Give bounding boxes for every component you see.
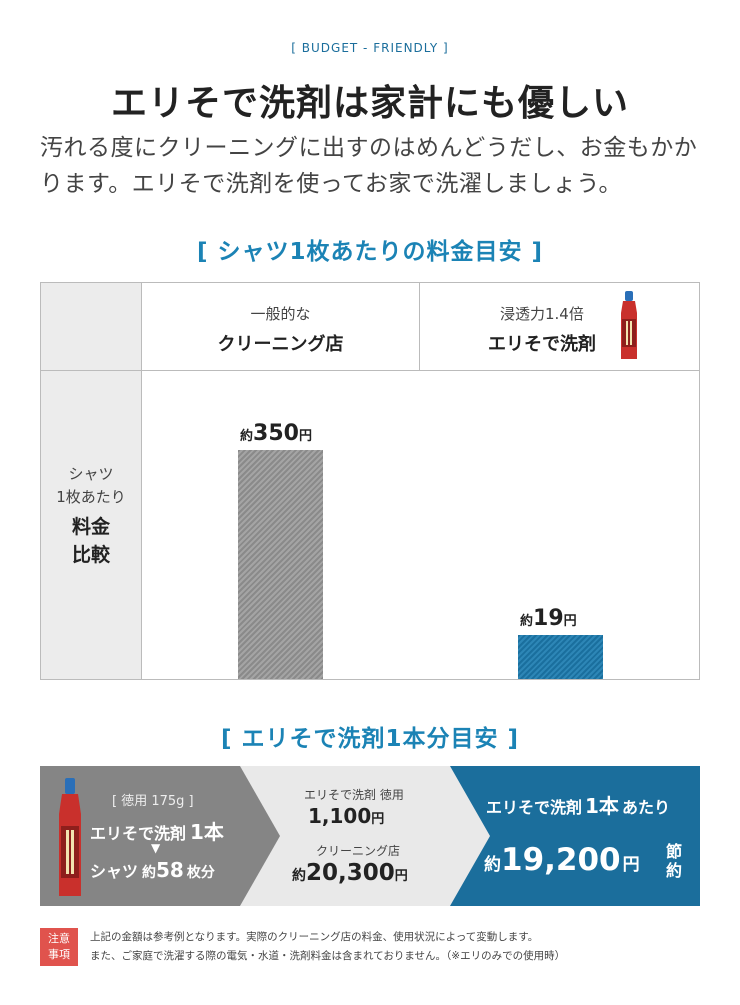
shirts-count: 58 xyxy=(156,858,184,882)
detergent-bottle-icon-large xyxy=(59,778,81,896)
right-heading-qty: 1本 xyxy=(585,794,619,818)
product-line: エリそで洗剤 1本 xyxy=(90,816,224,845)
shirts-label: シャツ xyxy=(90,862,139,881)
price1-unit: 円 xyxy=(298,429,312,444)
shirts-line: シャツ 約58 枚分 xyxy=(90,858,215,882)
row-label-2: 比較 xyxy=(71,544,110,566)
right-heading-product: エリそで洗剤 xyxy=(486,798,583,817)
mid-price-2: 約20,300円 xyxy=(292,860,408,886)
right-heading: エリそで洗剤 1本 あたり xyxy=(486,790,670,819)
row-label-cell: シャツ 1枚あたり 料金 比較 xyxy=(41,371,142,679)
mid-price-1: 1,100円 xyxy=(308,804,384,828)
shirts-unit: 枚分 xyxy=(186,865,215,881)
right-savings: 約19,200 円 xyxy=(484,842,640,878)
lead-paragraph: 汚れる度にクリーニングに出すのはめんどうだし、お金もかか ります。エリそで洗剤を… xyxy=(40,130,705,202)
cleaning-shop-sublabel: 一般的な xyxy=(250,305,311,323)
lead-line-1: 汚れる度にクリーニングに出すのはめんどうだし、お金もかか xyxy=(40,135,698,161)
product-qty: 1本 xyxy=(190,820,224,844)
savings-tag-1: 節 xyxy=(666,842,683,861)
mid-unit-1: 円 xyxy=(371,812,385,827)
lead-line-2: ります。エリそで洗剤を使ってお家で洗濯しましょう。 xyxy=(40,171,622,197)
bar-chart-area: 約350円 約19円 xyxy=(142,371,699,679)
mid-label-2: クリーニング店 xyxy=(316,844,401,858)
savings-band: [ 徳用 175g ] エリそで洗剤 1本 ▼ シャツ 約58 枚分 エリそで洗剤 徳… xyxy=(40,766,700,906)
bottle-cost-title: [ エリそで洗剤1本分目安 ] xyxy=(220,726,520,752)
down-arrow-icon: ▼ xyxy=(151,841,161,855)
savings-tag: 節 約 xyxy=(666,842,682,880)
notice-line-2: また、ご家庭で洗濯する際の電気・水道・洗剤料金は含まれておりません。（※エリのみ… xyxy=(90,950,566,962)
right-heading-per: あたり xyxy=(621,798,670,817)
mid-value-2: 20,300 xyxy=(306,860,395,886)
notice-text: 上記の金額は参考例となります。実際のクリーニング店の料金、使用状況によって変動し… xyxy=(90,928,700,966)
row-label-1: 料金 xyxy=(71,516,110,538)
band-right-panel xyxy=(450,766,700,906)
right-unit: 円 xyxy=(622,855,640,875)
price2-value: 19 xyxy=(533,606,564,631)
page-headline: エリそで洗剤は家計にも優しい xyxy=(110,83,629,124)
mid-prefix-2: 約 xyxy=(292,868,306,884)
detergent-sublabel: 浸透力1.4倍 xyxy=(500,305,584,323)
price2-unit: 円 xyxy=(563,614,577,629)
price1-prefix: 約 xyxy=(240,429,254,444)
mid-unit-2: 円 xyxy=(394,869,408,884)
right-value: 19,200 xyxy=(501,842,621,878)
notice-line-1: 上記の金額は参考例となります。実際のクリーニング店の料金、使用状況によって変動し… xyxy=(90,931,539,943)
price2-prefix: 約 xyxy=(520,614,534,629)
cleaning-shop-label: クリーニング店 xyxy=(217,334,344,355)
row-sublabel-1: シャツ xyxy=(68,465,114,483)
notice-badge-line-2: 事項 xyxy=(48,948,70,961)
column-header-detergent: 浸透力1.4倍 エリそで洗剤 xyxy=(420,283,699,371)
price-comparison-table: 一般的な クリーニング店 浸透力1.4倍 エリそで洗剤 シャツ 1枚あたり 料金… xyxy=(40,282,700,680)
mid-label-1: エリそで洗剤 徳用 xyxy=(304,788,404,802)
product-name: エリそで洗剤 xyxy=(90,824,187,843)
price-label-detergent: 約19円 xyxy=(520,606,577,631)
table-corner-cell xyxy=(41,283,142,371)
detergent-label: エリそで洗剤 xyxy=(488,334,596,355)
savings-tag-2: 約 xyxy=(666,861,683,880)
right-prefix: 約 xyxy=(484,855,501,875)
notice-badge-line-1: 注意 xyxy=(48,932,70,945)
section-eyebrow: [ BUDGET - FRIENDLY ] xyxy=(291,41,449,55)
bar-detergent xyxy=(517,635,603,679)
comparison-title: [ シャツ1枚あたりの料金目安 ] xyxy=(196,239,544,265)
notice-badge: 注意 事項 xyxy=(40,928,78,966)
price-label-cleaning-shop: 約350円 xyxy=(240,421,312,446)
price1-value: 350 xyxy=(253,421,299,446)
column-header-cleaning-shop: 一般的な クリーニング店 xyxy=(142,283,420,371)
shirts-prefix: 約 xyxy=(142,865,157,881)
size-label: [ 徳用 175g ] xyxy=(112,794,194,809)
mid-value-1: 1,100 xyxy=(308,804,372,828)
detergent-bottle-icon xyxy=(621,291,637,359)
row-sublabel-2: 1枚あたり xyxy=(56,488,126,506)
bar-cleaning-shop xyxy=(237,450,323,679)
